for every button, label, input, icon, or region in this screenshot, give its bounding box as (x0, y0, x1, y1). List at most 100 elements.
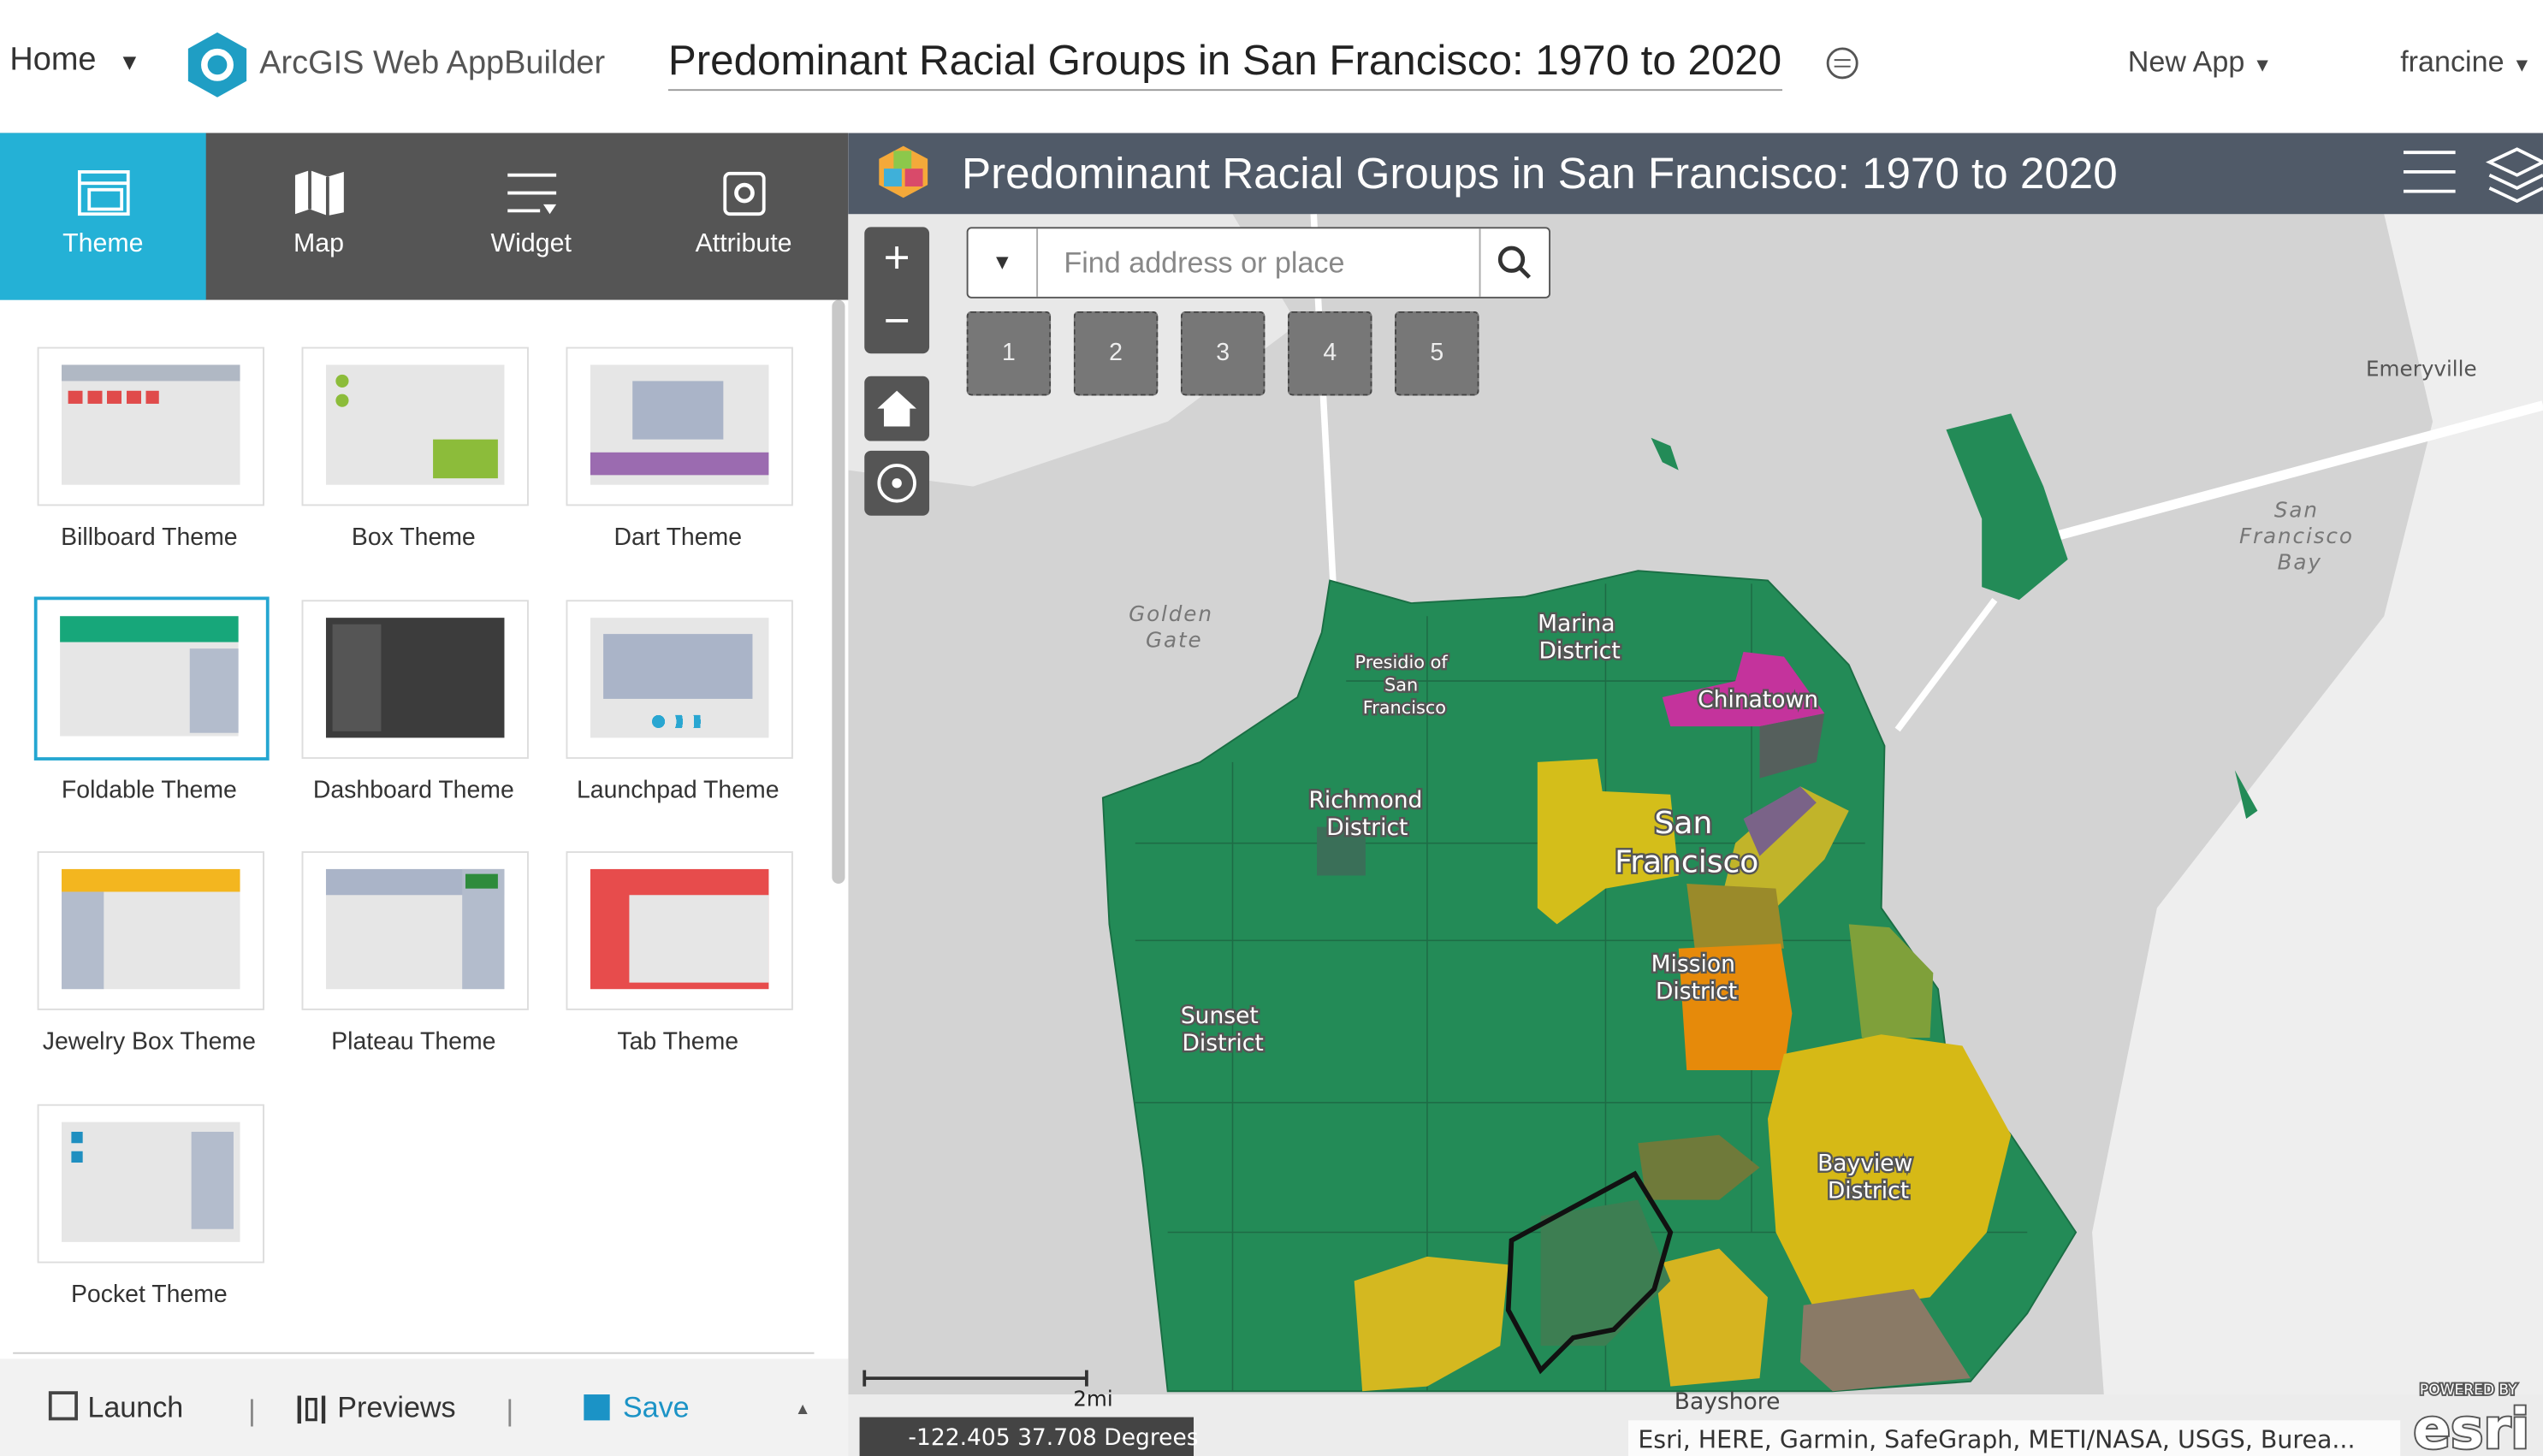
treasure-island (1946, 413, 2068, 601)
launch-label: Launch (87, 1391, 184, 1424)
theme-thumbnail[interactable] (37, 346, 264, 506)
theme-thumbnail[interactable] (566, 346, 793, 506)
zoom-out[interactable]: − (883, 294, 910, 346)
attribution: Esri, HERE, Garmin, SafeGraph, METI/NASA… (1638, 1426, 2355, 1454)
theme-label: Dart Theme (614, 524, 743, 552)
tab[interactable]: Map (212, 133, 424, 299)
tab-label: Attribute (695, 230, 792, 258)
coords-box (859, 1417, 1194, 1456)
theme-thumbnail[interactable] (301, 600, 529, 760)
tract (1354, 1256, 1509, 1392)
footer-bar (0, 1358, 849, 1456)
theme-thumbnail[interactable] (566, 851, 793, 1010)
map-label: Bayview (1817, 1150, 1912, 1176)
bookmark[interactable]: 3 (1180, 311, 1266, 396)
tract (1686, 883, 1784, 949)
tract (1759, 713, 1825, 778)
tract (1540, 1199, 1671, 1347)
search-dropdown[interactable]: ▼ (969, 228, 1039, 297)
separator: | (506, 1394, 514, 1427)
home-menu[interactable]: Home ▼ (9, 42, 141, 78)
theme-label: Launchpad Theme (576, 776, 779, 805)
tract (1317, 826, 1366, 876)
islet (2234, 770, 2258, 820)
collapse-arrow[interactable]: ▲ (794, 1400, 811, 1419)
tract-mission (1678, 944, 1793, 1070)
theme-label: Pocket Theme (70, 1281, 228, 1309)
bookmark[interactable]: 4 (1287, 311, 1372, 396)
tab-label: Theme (62, 230, 144, 258)
save-button[interactable]: Save (584, 1391, 690, 1425)
map-label: Francisco (1615, 845, 1758, 880)
map-label: Chinatown (1698, 686, 1818, 713)
theme-label: Tab Theme (617, 1027, 739, 1056)
theme-label: Dashboard Theme (312, 776, 514, 805)
new-app-label: New App (2127, 45, 2245, 78)
map-label: Marina (1538, 610, 1615, 636)
map-label: San (1384, 674, 1418, 695)
theme-label: Box Theme (351, 524, 476, 552)
tab[interactable]: Theme (0, 133, 206, 300)
previews-label: Previews (337, 1391, 456, 1424)
map-label: Bayshore (1675, 1388, 1781, 1415)
zoom-in[interactable]: + (883, 232, 910, 282)
tab[interactable]: Attribute (637, 133, 850, 299)
map-label: Bay (2278, 549, 2322, 574)
tract-bayview (1767, 1034, 2012, 1314)
scale-label: 2mi (1073, 1386, 1113, 1411)
alcatraz (1651, 437, 1679, 471)
save-label: Save (622, 1391, 690, 1424)
divider (13, 1352, 815, 1354)
map-label: Francisco (1363, 697, 1446, 718)
east-bay (2092, 214, 2543, 1456)
theme-thumbnail[interactable] (566, 600, 793, 760)
app-icon (879, 145, 928, 198)
map-label: Emeryville (2366, 357, 2477, 382)
scrollbar[interactable] (832, 299, 845, 884)
esri-logo: esri (2413, 1398, 2529, 1456)
map-label: Gate (1146, 627, 1203, 652)
map-label: Richmond (1308, 787, 1422, 814)
list-icon[interactable] (2403, 151, 2456, 193)
theme-thumbnail[interactable] (33, 596, 270, 761)
bookmark[interactable]: 1 (966, 311, 1052, 396)
attribution-box (1627, 1420, 2401, 1456)
app-name: ArcGIS Web AppBuilder (259, 45, 606, 81)
bookmark[interactable]: 5 (1395, 311, 1479, 396)
map-label: District (1538, 638, 1620, 665)
edit-icon[interactable] (1824, 45, 1860, 81)
separator: | (247, 1394, 256, 1427)
user-label: francine (2400, 45, 2504, 78)
launch-button[interactable]: Launch (48, 1391, 184, 1425)
search-button[interactable] (1479, 228, 1550, 297)
app-title[interactable]: Predominant Racial Groups in San Francis… (667, 36, 1782, 92)
previews-button[interactable]: |▯| Previews (294, 1391, 456, 1424)
map-label: District (1828, 1178, 1909, 1204)
theme-thumbnail[interactable] (37, 851, 264, 1010)
tract (1719, 786, 1849, 909)
tab-label: Widget (490, 230, 572, 258)
theme-label: Plateau Theme (331, 1027, 496, 1056)
tract (1848, 924, 1934, 1039)
theme-thumbnail[interactable] (301, 346, 529, 506)
locate-button[interactable] (864, 450, 930, 516)
theme-label: Foldable Theme (61, 776, 237, 805)
home-button[interactable] (864, 376, 930, 441)
new-app-menu[interactable]: New App ▼ (2127, 45, 2273, 78)
theme-label: Jewelry Box Theme (42, 1027, 256, 1056)
theme-thumbnail[interactable] (301, 851, 529, 1010)
bridge (1894, 598, 1998, 732)
map-label: District (1183, 1030, 1264, 1056)
theme-thumbnail[interactable] (37, 1104, 264, 1264)
selection-outline (1505, 1170, 1674, 1375)
coords: -122.405 37.708 Degrees (908, 1424, 1198, 1451)
bookmark[interactable]: 2 (1073, 311, 1159, 396)
user-menu[interactable]: francine ▼ (2400, 45, 2532, 78)
tract (1638, 1134, 1760, 1200)
logo (187, 32, 247, 98)
tab[interactable]: Widget (425, 133, 637, 299)
search-box[interactable]: ▼ Find address or place (966, 227, 1551, 299)
home-label: Home (9, 42, 97, 78)
zoom-controls: + − (864, 227, 930, 354)
